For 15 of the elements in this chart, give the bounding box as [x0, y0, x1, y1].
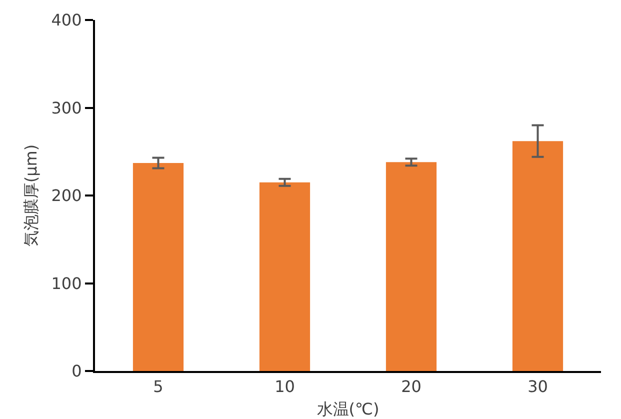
- y-tick-label: 200: [51, 186, 82, 206]
- bar: [132, 163, 184, 371]
- x-axis-title: 水温(℃): [316, 399, 380, 418]
- x-tick-label: 30: [528, 377, 548, 396]
- bar: [512, 141, 564, 371]
- x-tick-label: 5: [153, 377, 164, 396]
- x-tick-label: 10: [274, 377, 295, 396]
- y-axis-title: 気泡膜厚(μm): [22, 144, 41, 247]
- bar: [259, 182, 310, 371]
- x-tick-label: 20: [401, 377, 422, 396]
- y-tick-label: 300: [51, 98, 82, 118]
- bar: [386, 162, 437, 371]
- y-tick-label: 0: [72, 362, 82, 381]
- y-tick-label: 400: [51, 10, 82, 30]
- y-tick-label: 100: [51, 274, 82, 293]
